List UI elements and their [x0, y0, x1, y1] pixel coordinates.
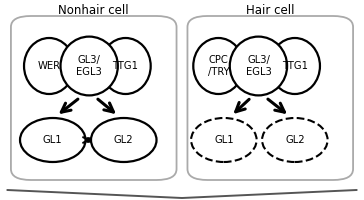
Text: GL3/
EGL3: GL3/ EGL3 — [76, 55, 102, 77]
Text: GL1: GL1 — [43, 135, 63, 145]
Text: GL2: GL2 — [285, 135, 305, 145]
Ellipse shape — [24, 38, 74, 94]
Ellipse shape — [230, 37, 287, 95]
Ellipse shape — [262, 118, 328, 162]
Text: TTG1: TTG1 — [282, 61, 308, 71]
Ellipse shape — [100, 38, 151, 94]
Text: GL3/
EGL3: GL3/ EGL3 — [246, 55, 271, 77]
Text: TTG1: TTG1 — [112, 61, 139, 71]
Text: Hair cell: Hair cell — [246, 3, 294, 17]
Text: GL2: GL2 — [114, 135, 134, 145]
Ellipse shape — [191, 118, 257, 162]
Text: GL1: GL1 — [214, 135, 234, 145]
Ellipse shape — [193, 38, 244, 94]
Text: Nonhair cell: Nonhair cell — [58, 3, 129, 17]
Ellipse shape — [91, 118, 157, 162]
Ellipse shape — [60, 37, 118, 95]
Text: CPC
/TRY: CPC /TRY — [207, 55, 229, 77]
Ellipse shape — [20, 118, 86, 162]
Ellipse shape — [270, 38, 320, 94]
Text: WER: WER — [37, 61, 61, 71]
